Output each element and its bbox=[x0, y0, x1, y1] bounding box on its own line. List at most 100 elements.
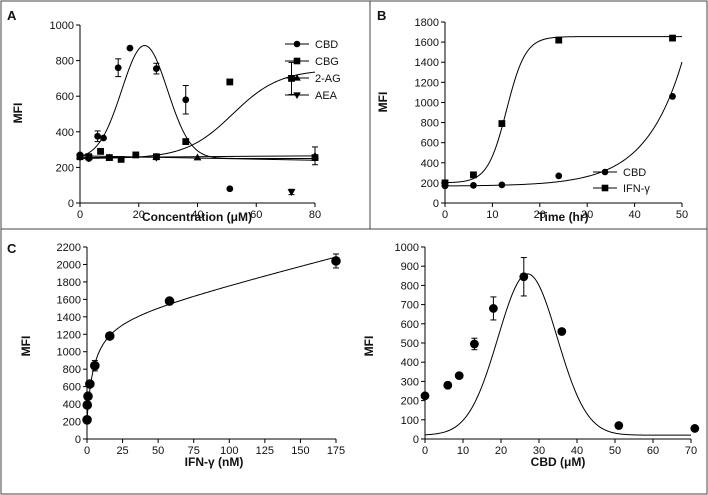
panel-a-x-tick-label: 0 bbox=[77, 209, 83, 221]
panel-b-series-0 bbox=[441, 61, 683, 190]
panel-a-data-point bbox=[152, 154, 161, 162]
panel-c2-y-tick-label: 200 bbox=[401, 396, 419, 408]
panel-a-data-point bbox=[114, 64, 122, 72]
panel-c-data-point bbox=[82, 400, 93, 410]
panel-c-data-point bbox=[83, 391, 93, 402]
panel-b-plot: 0 200 400 600 800 1000 1200 1400 1600 1800 0 10 20 30… bbox=[415, 17, 689, 221]
panel-a-fit-curve bbox=[79, 44, 315, 159]
panel-a-data-point bbox=[100, 134, 107, 142]
panel-a-legend-marker bbox=[293, 74, 301, 81]
panel-b-x-tick-label: 20 bbox=[534, 209, 546, 221]
panel-a-y-tick-label: 600 bbox=[56, 91, 74, 103]
panel-c-x-tick-label: 150 bbox=[291, 445, 309, 457]
panel-a-data-point bbox=[132, 151, 140, 159]
panel-a-data-point bbox=[226, 78, 234, 86]
panel-c-x-tick-label: 100 bbox=[220, 445, 238, 457]
panel-a-legend-label: 2-AG bbox=[315, 73, 341, 85]
panel-b-data-point bbox=[669, 34, 676, 42]
panel-b-y-tick-label: 400 bbox=[421, 158, 439, 170]
panel-c2-series-0 bbox=[420, 257, 700, 436]
panel-a-legend-label: CBD bbox=[315, 39, 338, 51]
panel-c2-y-tick-label: 300 bbox=[401, 376, 419, 388]
panel-a-legend-label: CBG bbox=[315, 56, 339, 68]
panel-b-x-tick-label: 0 bbox=[442, 209, 448, 221]
panel-a-data-point bbox=[152, 65, 160, 73]
panel-c2-x-tick-label: 70 bbox=[685, 445, 697, 457]
panel-b-y-tick-label: 200 bbox=[421, 178, 439, 190]
panel-c2-data-point bbox=[519, 272, 529, 282]
panel-a-y-tick-label: 1000 bbox=[50, 20, 74, 32]
panel-c-x-tick-label: 175 bbox=[327, 445, 345, 457]
panel-c-data-point bbox=[104, 331, 115, 341]
panel-a-data-point bbox=[193, 153, 202, 161]
panel-c2-y-axis-label: MFI bbox=[362, 336, 376, 357]
panel-c2-x-tick-label: 10 bbox=[457, 445, 469, 457]
panel-a-legend: CBD CBG 2-AG AEA bbox=[285, 39, 341, 102]
panel-b-x-tick-label: 40 bbox=[628, 209, 640, 221]
panel-b-x-tick-label: 10 bbox=[486, 209, 498, 221]
panel-c2-x-tick-label: 20 bbox=[495, 445, 507, 457]
panel-c2-data-point bbox=[420, 391, 430, 401]
panel-c-y-tick-label: 1200 bbox=[57, 329, 81, 341]
panel-a-data-point bbox=[182, 138, 190, 145]
panel-a-y-axis-label: MFI bbox=[11, 103, 25, 124]
panel-b-y-tick-label: 1800 bbox=[415, 17, 439, 29]
panel-c2-y-tick-label: 100 bbox=[401, 415, 419, 427]
panel-a-legend-label: AEA bbox=[315, 90, 338, 102]
panel-a-data-point bbox=[287, 189, 296, 197]
panel-a-legend-marker bbox=[293, 40, 301, 48]
panel-b-x-tick-label: 30 bbox=[581, 209, 593, 221]
panel-a-data-point bbox=[94, 132, 102, 140]
panel-label-a: A bbox=[7, 8, 17, 23]
panel-b-y-tick-label: 800 bbox=[421, 118, 439, 130]
panel-b-y-tick-label: 600 bbox=[421, 138, 439, 150]
panel-c-data-point bbox=[164, 296, 175, 306]
panel-c-y-tick-label: 1800 bbox=[57, 277, 81, 289]
panel-c-data-point bbox=[85, 379, 95, 389]
panel-b-legend-label: IFN-γ bbox=[623, 183, 650, 195]
panel-a-y-tick-label: 0 bbox=[68, 198, 74, 210]
panel-a-legend-marker bbox=[293, 92, 301, 99]
panel-c2-y-tick-label: 1000 bbox=[395, 242, 419, 254]
panel-b-data-point bbox=[669, 93, 676, 100]
panel-c2-x-tick-label: 40 bbox=[571, 445, 583, 457]
panel-a-data-point bbox=[84, 155, 93, 163]
panel-b-y-tick-label: 0 bbox=[433, 198, 439, 210]
panel-b-data-point bbox=[498, 120, 506, 127]
panel-c2-x-tick-label: 50 bbox=[609, 445, 621, 457]
panel-c-data-point bbox=[82, 415, 92, 425]
panel-b-legend-marker bbox=[601, 168, 609, 176]
panel-c2-x-tick-label: 30 bbox=[533, 445, 545, 457]
panel-c-x-tick-label: 25 bbox=[116, 445, 128, 457]
panel-c2-y-tick-label: 500 bbox=[401, 338, 419, 350]
panel-a-y-tick-label: 200 bbox=[56, 162, 74, 174]
panel-c-x-axis-label: IFN-γ (nM) bbox=[185, 455, 244, 469]
panel-c2-y-tick-label: 700 bbox=[401, 300, 419, 312]
panel-b-data-point bbox=[498, 181, 506, 189]
panel-a-series-3 bbox=[76, 154, 316, 197]
panel-c2-y-tick-label: 800 bbox=[401, 280, 419, 292]
panel-c2-fit-curve bbox=[424, 273, 691, 436]
panel-b-y-axis-label: MFI bbox=[376, 92, 390, 113]
panel-c-data-point bbox=[90, 360, 100, 371]
panel-c2-data-point bbox=[614, 421, 624, 430]
panel-c2-x-tick-label: 60 bbox=[647, 445, 659, 457]
panel-c-x-tick-label: 75 bbox=[188, 445, 200, 457]
panel-a-data-point bbox=[226, 185, 234, 193]
panel-b-x-tick-label: 50 bbox=[676, 209, 688, 221]
panel-b-y-tick-label: 1600 bbox=[415, 37, 439, 49]
panel-c-y-tick-label: 600 bbox=[63, 382, 81, 394]
panel-a-x-tick-label: 60 bbox=[250, 209, 262, 221]
panel-c2-x-axis-label: CBD (μM) bbox=[531, 455, 586, 469]
panel-c2-y-tick-label: 400 bbox=[401, 357, 419, 369]
panel-c-y-axis-label: MFI bbox=[19, 336, 33, 357]
panel-c-x-tick-label: 125 bbox=[256, 445, 274, 457]
panel-a-plot: 0 200 400 600 800 1000 0 20 40 60 80 CBD CBG 2-AG AEA bbox=[50, 20, 341, 221]
panel-a-fit-curve bbox=[79, 155, 316, 161]
panel-c-y-tick-label: 200 bbox=[63, 417, 81, 429]
panel-a-fit-curve bbox=[79, 71, 316, 159]
panel-b-data-point bbox=[555, 36, 563, 44]
panel-a-x-axis-label: Concentration (μM) bbox=[142, 210, 252, 224]
panel-b-y-tick-label: 1000 bbox=[415, 97, 439, 109]
panel-c-y-tick-label: 1600 bbox=[57, 294, 81, 306]
